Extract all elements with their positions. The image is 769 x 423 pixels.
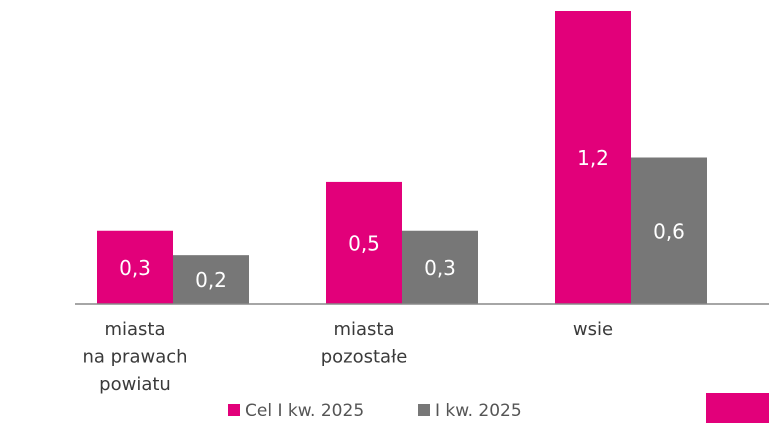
x-tick-label: powiatu	[99, 374, 171, 395]
bar	[97, 230, 173, 304]
value-label: 0,6	[653, 219, 685, 243]
bar	[555, 11, 631, 304]
x-tick-label: wsie	[573, 319, 613, 340]
value-label: 0,5	[348, 231, 380, 255]
bar	[326, 181, 402, 304]
value-label: 1,2	[577, 146, 609, 170]
bar	[402, 230, 478, 304]
x-tick-label: na prawach	[82, 347, 187, 368]
bar	[173, 255, 249, 304]
legend-label: I kw. 2025	[435, 401, 522, 421]
value-label: 0,2	[195, 268, 227, 292]
value-label: 0,3	[119, 256, 151, 280]
x-tick-label: miasta	[333, 319, 394, 340]
x-tick-label: pozostałe	[321, 347, 408, 368]
x-tick-label: miasta	[104, 319, 165, 340]
value-label: 0,3	[424, 256, 456, 280]
legend-swatch	[418, 404, 430, 416]
corner-decoration	[706, 393, 769, 423]
legend-label: Cel I kw. 2025	[245, 401, 364, 421]
legend-swatch	[228, 404, 240, 416]
bar	[631, 157, 707, 304]
